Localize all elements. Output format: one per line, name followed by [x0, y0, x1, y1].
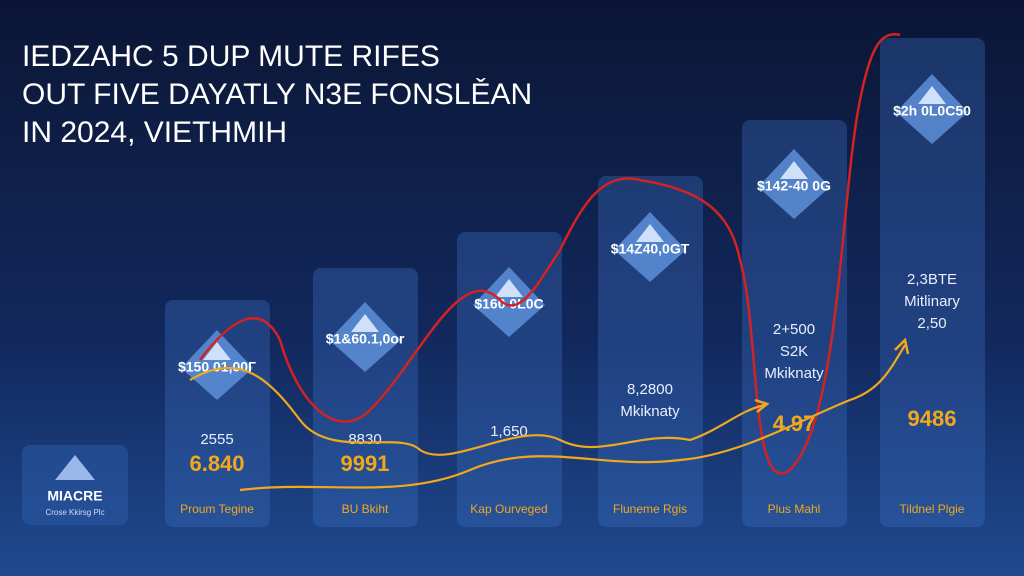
orange-trend	[189, 366, 766, 456]
icon-peak	[780, 161, 808, 179]
highlight: 9486	[908, 406, 957, 431]
panel	[742, 120, 847, 527]
stat: 1,650	[490, 423, 528, 440]
icon-peak	[203, 342, 231, 360]
title-line: OUT FIVE DAYATLY N3E FONSLĚAN	[22, 78, 532, 111]
diamond-icon	[181, 330, 253, 400]
price: $142-40 0G	[757, 178, 831, 194]
panel-label: Tildnel Plgie	[900, 502, 965, 516]
logo-subtitle: Crose Kkirsg Plc	[45, 508, 104, 517]
stat: 2,50	[917, 315, 946, 332]
diamond-icon	[758, 149, 830, 219]
logo-box	[22, 445, 128, 525]
arrow-head	[754, 398, 770, 413]
price: $150 01,00Г	[178, 359, 256, 375]
icon-peak	[918, 86, 946, 104]
panel-label: Fluneme Rgis	[613, 502, 687, 516]
icon-peak	[636, 224, 664, 242]
highlight: 6.840	[189, 451, 244, 476]
panels: $150 01,00Г 2555 6.840 Proum Tegine $1&60.1,…	[165, 38, 985, 527]
icon-peak	[351, 314, 379, 332]
stat: 8830	[348, 431, 381, 448]
panel-label: Proum Tegine	[180, 502, 254, 516]
title: IEDZAHC 5 DUP MUTE RIFES OUT FIVE DAYATLY…	[22, 40, 532, 149]
highlight: 9991	[341, 451, 390, 476]
stat: 2,3BTE	[907, 271, 957, 288]
panel	[165, 300, 270, 527]
stat: Mkiknaty	[620, 403, 680, 420]
diamond-icon	[473, 267, 545, 337]
icon-peak	[495, 279, 523, 297]
red-trend	[199, 33, 901, 475]
stat: Mitlinary	[904, 293, 960, 310]
panel	[880, 38, 985, 527]
title-line: IEDZAHC 5 DUP MUTE RIFES	[22, 40, 440, 73]
price: $14Z40,0GT	[611, 241, 690, 257]
price: $2h 0L0C50	[893, 103, 971, 119]
diamond-icon	[896, 74, 968, 144]
diamond-icon	[329, 302, 401, 372]
stat: 2555	[200, 431, 233, 448]
stat: 8,2800	[627, 381, 673, 398]
price: $1&60.1,0or	[326, 331, 405, 347]
diamond-icon	[614, 212, 686, 282]
logo-icon	[55, 455, 95, 480]
price: $160 0L0C	[474, 296, 543, 312]
stat: 2+500	[773, 321, 815, 338]
panel-label: Plus Mahl	[768, 502, 821, 516]
orange-trend	[239, 344, 906, 492]
stat: S2K	[780, 343, 808, 360]
panel-label: BU Bkiht	[342, 502, 389, 516]
logo-title: MIACRE	[47, 488, 102, 504]
title-line: IN 2024, VIETHMIH	[22, 116, 287, 149]
panel-label: Kap Ourveged	[470, 502, 547, 516]
stat: Mkiknaty	[764, 365, 824, 382]
arrow-head	[894, 337, 910, 355]
